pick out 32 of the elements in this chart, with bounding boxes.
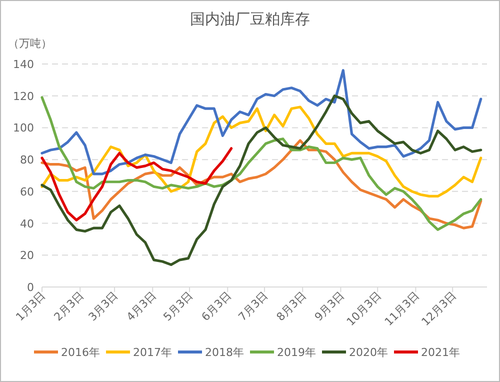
y-tick-label: 0 <box>27 281 34 294</box>
x-tick-label: 7月3日 <box>236 288 271 324</box>
y-tick-label: 140 <box>13 58 34 71</box>
x-tick-label: 9月3日 <box>312 288 347 324</box>
line-series <box>40 94 482 266</box>
x-tick-label: 5月3日 <box>160 288 196 324</box>
x-tick-label: 11月3日 <box>382 288 422 329</box>
x-tick-label: 3月3日 <box>86 288 121 324</box>
line-series <box>40 69 482 176</box>
legend-label: 2019年 <box>277 346 316 359</box>
legend-label: 2020年 <box>349 346 388 359</box>
chart-title: 国内油厂豆粕库存 <box>190 10 310 28</box>
y-tick-label: 100 <box>13 122 34 135</box>
y-axis-title: （万吨） <box>8 37 52 50</box>
line-series <box>40 106 482 198</box>
x-tick-label: 12月3日 <box>419 288 459 329</box>
x-tick-label: 10月3日 <box>344 288 384 329</box>
y-tick-label: 60 <box>20 185 34 198</box>
legend-label: 2017年 <box>133 346 172 359</box>
x-tick-label: 8月3日 <box>274 288 309 324</box>
y-tick-label: 80 <box>20 154 34 167</box>
y-tick-label: 120 <box>13 90 34 103</box>
line-series <box>40 96 482 231</box>
legend-label: 2016年 <box>61 346 100 359</box>
line-series <box>40 147 233 222</box>
legend-label: 2021年 <box>421 346 460 359</box>
x-tick-label: 4月3日 <box>124 288 159 324</box>
x-tick-label: 2月3日 <box>52 288 86 324</box>
y-tick-label: 40 <box>20 217 34 230</box>
legend-label: 2018年 <box>205 346 244 359</box>
x-tick-label: 6月3日 <box>199 288 234 324</box>
y-tick-label: 20 <box>20 249 34 262</box>
